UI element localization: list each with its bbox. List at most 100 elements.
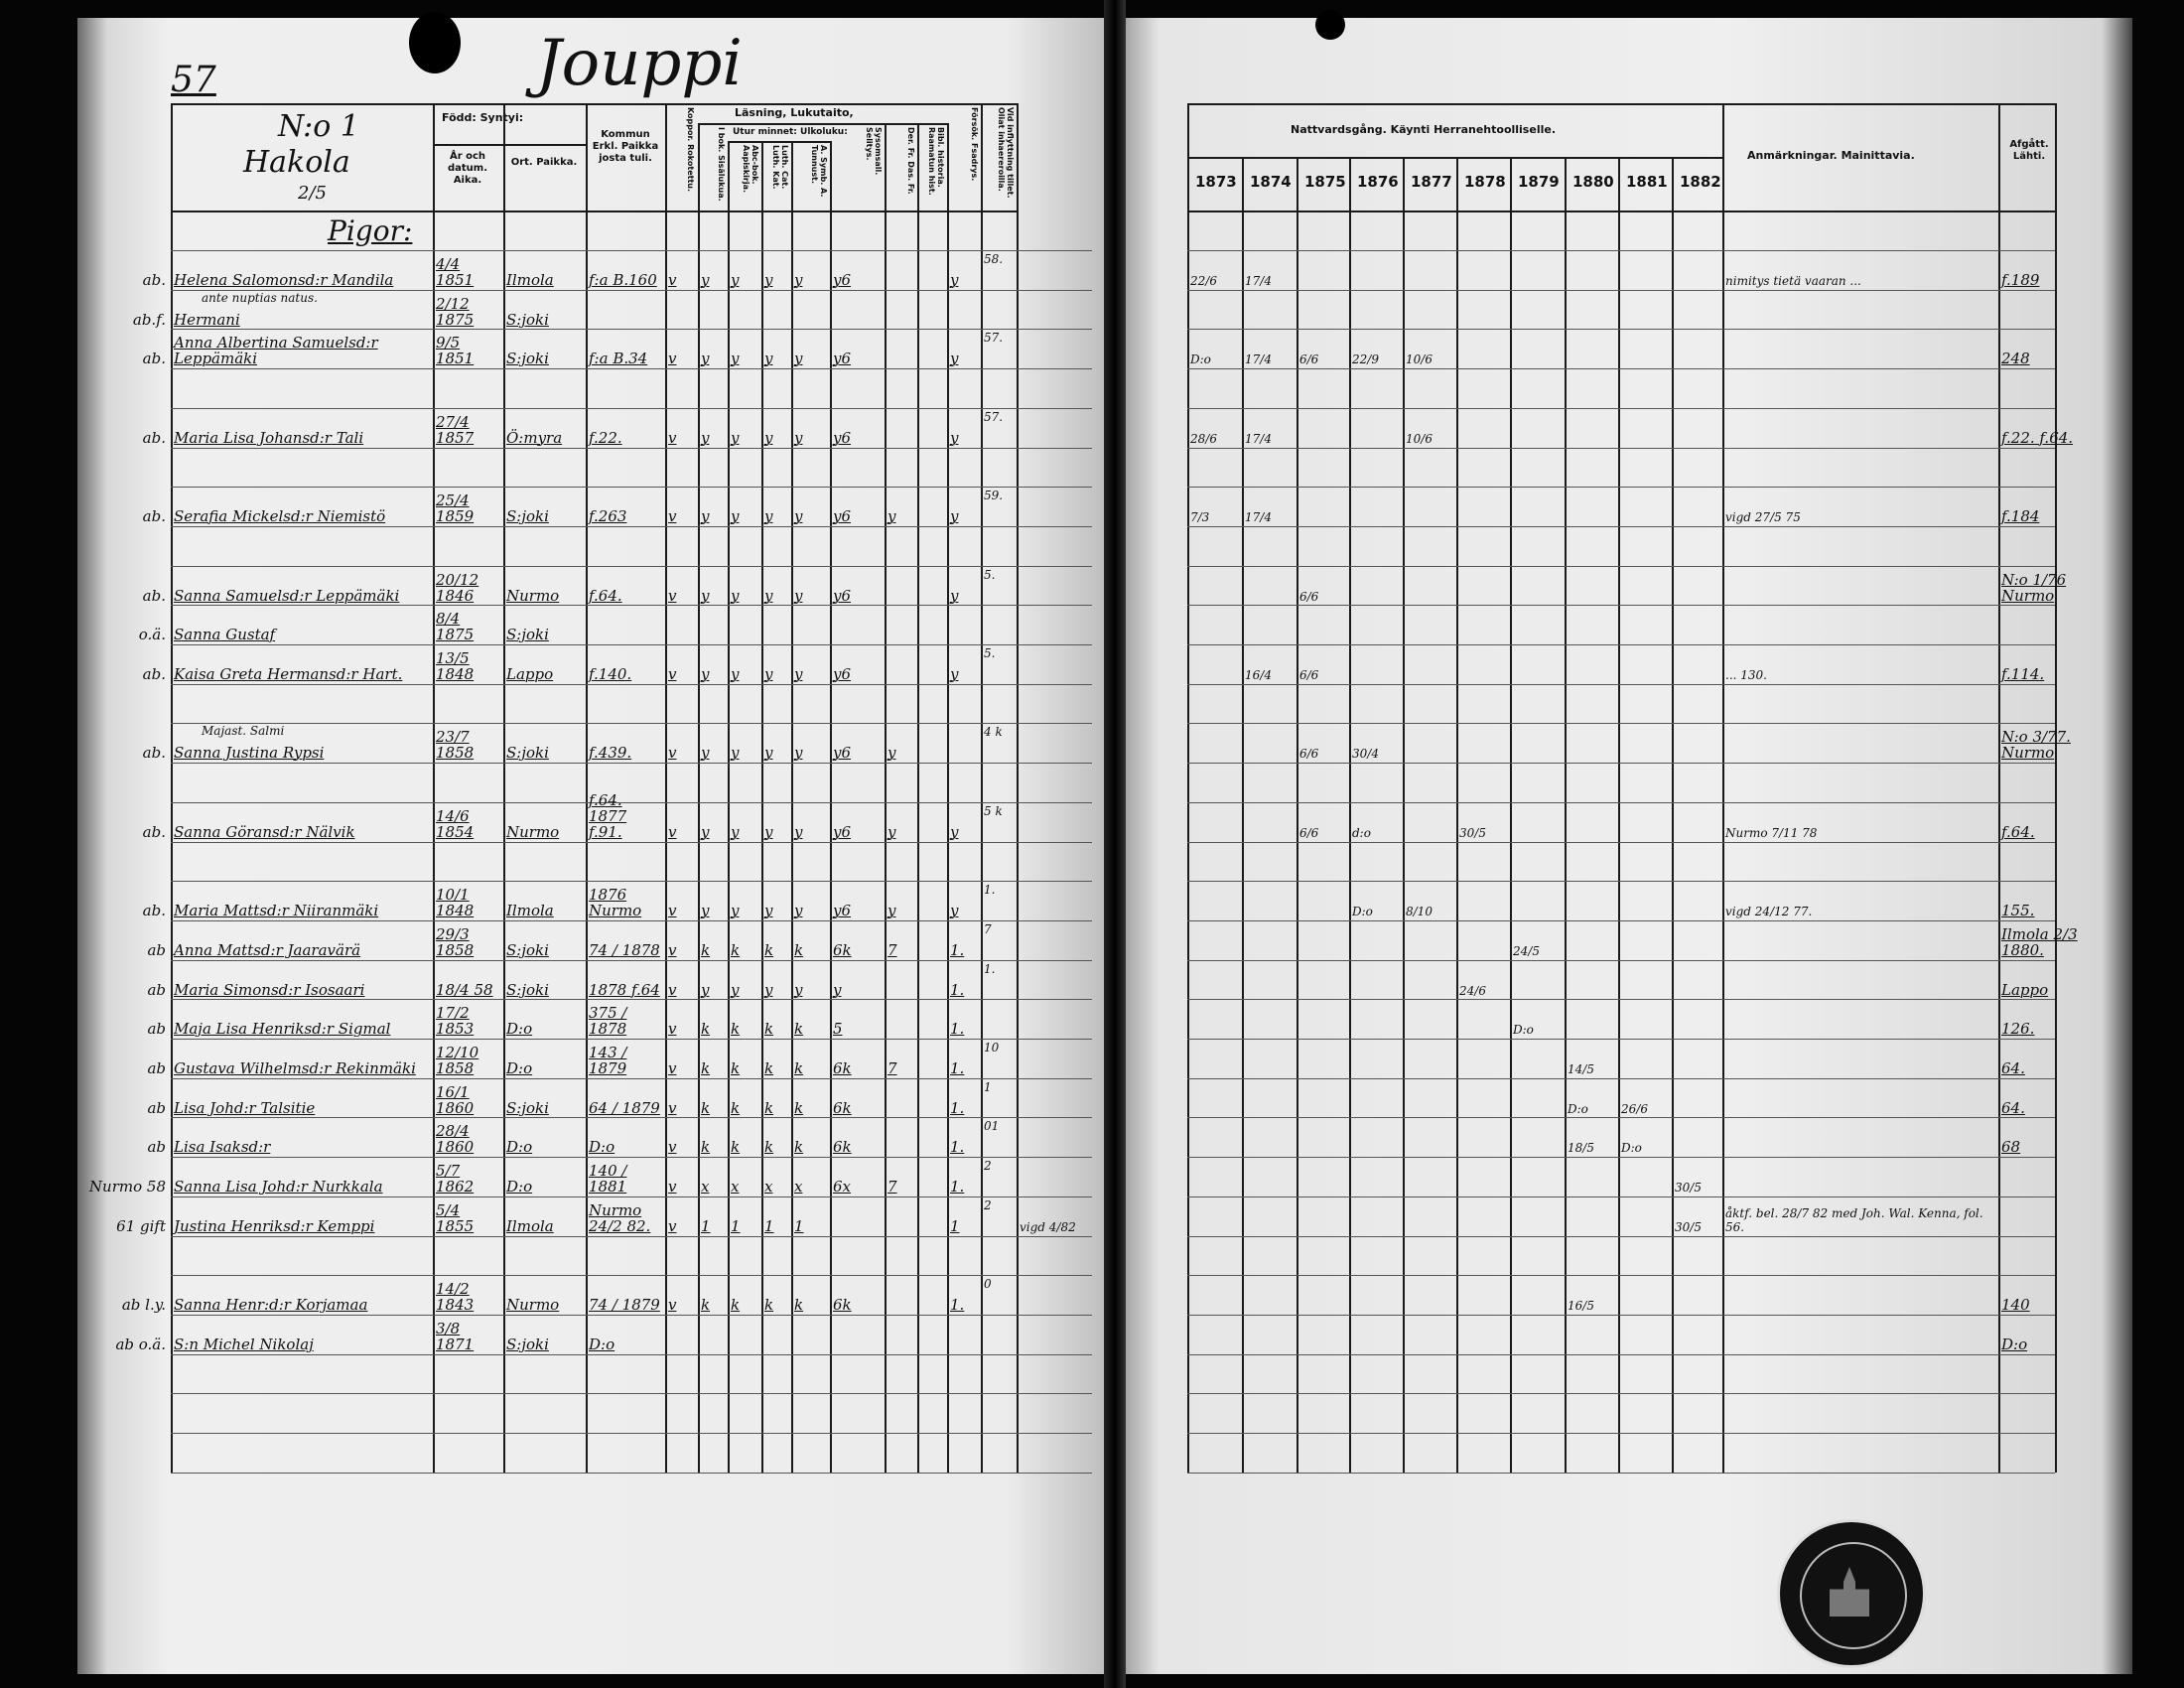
row-rule [171, 250, 1092, 251]
communion-ref: f.140. [589, 665, 632, 683]
row-rule [1187, 723, 2055, 724]
reading-mark: v [668, 271, 677, 289]
reading-mark: y [887, 744, 896, 762]
reading-mark: 5 [833, 1020, 843, 1038]
reading-mark: k [731, 1296, 741, 1314]
reading-mark: v [668, 1178, 677, 1196]
reading-mark: y [950, 350, 959, 367]
person-name: Hermani [174, 311, 240, 329]
reading-mark: y [764, 587, 773, 605]
communion-date: 6/6 [1299, 826, 1319, 840]
row-rule [171, 723, 1092, 724]
person-name: Lisa Johd:r Talsitie [174, 1099, 316, 1117]
communion-date: 6/6 [1299, 352, 1319, 366]
row-rule [171, 1315, 1092, 1316]
arrival-note: 01 [984, 1119, 1000, 1133]
row-rule [171, 763, 1092, 764]
birth-place: Nurmo [506, 1296, 560, 1314]
column-rule [1297, 157, 1298, 1473]
reading-mark: v [668, 1217, 677, 1235]
column-rule [1672, 157, 1674, 1473]
row-rule [1187, 1393, 2055, 1394]
arrival-note: 5 k [984, 804, 1003, 818]
row-rule [171, 1433, 1092, 1434]
birth-place: S:joki [506, 941, 549, 959]
reading-mark: k [731, 941, 741, 959]
record-mark: ab o.ä. [115, 1336, 166, 1353]
column-rule [1403, 157, 1405, 1473]
arrival-note: 10 [984, 1041, 1000, 1055]
communion-ref: f.263 [589, 507, 627, 525]
reading-mark: y [950, 587, 959, 605]
reading-mark: y6 [833, 665, 852, 683]
birth-place: D:o [506, 1178, 533, 1196]
reading-mark: 6k [833, 1099, 852, 1117]
reading-mark: v [668, 1138, 677, 1156]
row-rule [1187, 487, 2055, 488]
row-rule [1187, 684, 2055, 685]
reading-mark: k [731, 1138, 741, 1156]
row-rule [171, 329, 1092, 330]
column-rule [1017, 103, 1019, 1473]
reading-mark: y [950, 271, 959, 289]
reading-mark: k [701, 1099, 711, 1117]
row-rule [1187, 960, 2055, 961]
header-rule [1187, 211, 2055, 212]
reading-mark: v [668, 665, 677, 683]
arrival-note: 1 [984, 1080, 992, 1094]
person-name: Kaisa Greta Hermansd:r Hart. [174, 665, 403, 683]
reading-mark: v [668, 744, 677, 762]
column-header: Vid inflyttning tillet. Oliat inhaereroi… [997, 107, 1015, 199]
ink-blot [409, 12, 461, 73]
column-rule [791, 141, 793, 1473]
communion-ref: 1878 f.64 [589, 981, 660, 999]
communion-ref: 74 / 1878 [589, 941, 660, 959]
person-name: Sanna Justina Rypsi [174, 744, 325, 762]
reading-mark: v [668, 941, 677, 959]
communion-date: 7/3 [1190, 510, 1210, 524]
row-rule [1187, 1078, 2055, 1079]
row-rule [171, 1473, 1092, 1474]
reading-mark: x [794, 1178, 803, 1196]
reading-mark: y [764, 823, 773, 841]
reading-mark: k [701, 1138, 711, 1156]
row-rule [171, 802, 1092, 803]
birth-date: 5/4 1855 [436, 1201, 475, 1235]
communion-date: 30/5 [1675, 1220, 1702, 1234]
row-rule [171, 368, 1092, 369]
row-rule [1187, 1473, 2055, 1474]
communion-date: 17/4 [1245, 352, 1272, 366]
row-rule [1187, 448, 2055, 449]
communion-date: 16/4 [1245, 668, 1272, 682]
departed: 248 [2001, 350, 2030, 367]
record-mark: o.ä. [138, 626, 166, 643]
arrival-note: 2 [984, 1198, 992, 1212]
birth-place: Ilmola [506, 1217, 554, 1235]
birth-date: 8/4 1875 [436, 610, 475, 643]
person-name: Sanna Samuelsd:r Leppämäki [174, 587, 400, 605]
reading-mark: v [668, 429, 677, 447]
header-place: Ort. Paikka. [510, 157, 578, 168]
row-rule [171, 960, 1092, 961]
communion-date: D:o [1513, 1023, 1534, 1037]
reading-mark: 1. [950, 1138, 965, 1156]
birth-date: 29/3 1858 [436, 925, 475, 959]
reading-mark: y [887, 902, 896, 919]
reading-mark: y [731, 507, 740, 525]
column-rule [2055, 103, 2057, 1473]
reading-mark: y [764, 902, 773, 919]
communion-date: 22/6 [1190, 274, 1217, 288]
reading-mark: y [701, 823, 710, 841]
birth-date: 14/6 1854 [436, 807, 475, 841]
arrival-note: 59. [984, 489, 1004, 502]
birth-place: S:joki [506, 1099, 549, 1117]
departed: 140 [2001, 1296, 2030, 1314]
person-name: S:n Michel Nikolaj [174, 1336, 314, 1353]
reading-mark: y [731, 902, 740, 919]
birth-date: 3/8 1871 [436, 1320, 475, 1353]
row-rule [171, 999, 1092, 1000]
departed: Ilmola 2/3 1880. [2001, 925, 2078, 959]
reading-mark: y [764, 350, 773, 367]
communion-ref: 74 / 1879 [589, 1296, 660, 1314]
column-rule [1187, 103, 1189, 1473]
